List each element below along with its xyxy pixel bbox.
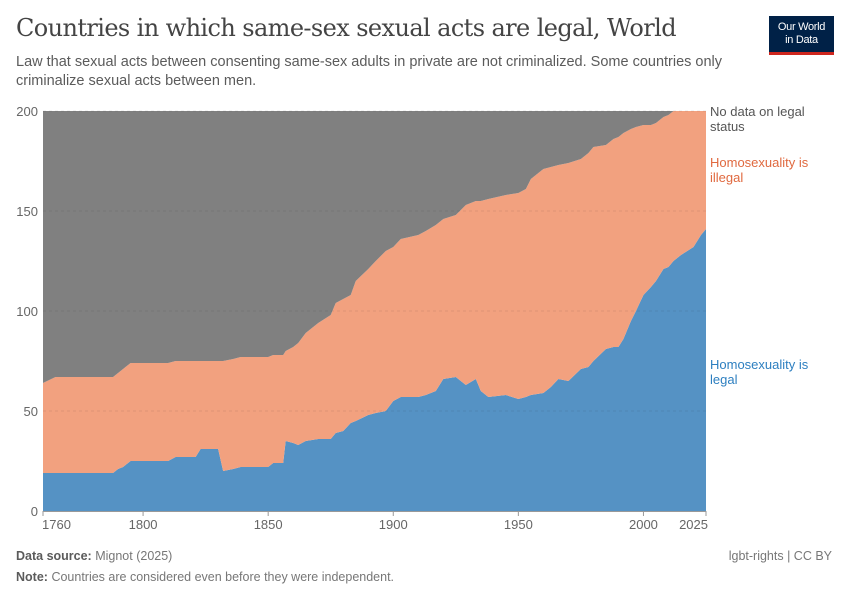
x-tick-label: 1800 — [129, 517, 158, 532]
legend-label: Homosexuality is — [710, 357, 809, 372]
x-tick-label: 2025 — [679, 517, 708, 532]
legend-label: legal — [710, 372, 738, 387]
x-tick-label: 1900 — [379, 517, 408, 532]
logo-line-2: in Data — [785, 34, 818, 46]
legend-label: Homosexuality is — [710, 155, 809, 170]
note-label: Note: — [16, 570, 48, 584]
chart-note: Note: Countries are considered even befo… — [16, 570, 394, 584]
legend-label: status — [710, 119, 745, 134]
license-link[interactable]: lgbt-rights | CC BY — [728, 549, 832, 563]
x-tick-label: 1950 — [504, 517, 533, 532]
legend-label: No data on legal — [710, 104, 805, 119]
data-source: Data source: Mignot (2025) — [16, 549, 172, 563]
y-tick-label: 0 — [31, 504, 38, 519]
source-link[interactable]: Mignot (2025) — [95, 549, 173, 563]
area-series-2 — [43, 111, 706, 473]
owid-logo[interactable]: Our World in Data — [769, 16, 834, 55]
y-tick-label: 200 — [16, 104, 38, 119]
x-tick-label: 2000 — [629, 517, 658, 532]
source-label: Data source: — [16, 549, 92, 563]
legend-label: illegal — [710, 170, 743, 185]
x-tick-label: 1850 — [254, 517, 283, 532]
x-tick-label: 1760 — [42, 517, 71, 532]
logo-line-1: Our World — [777, 21, 826, 33]
y-tick-label: 100 — [16, 304, 38, 319]
chart-subtitle: Law that sexual acts between consenting … — [16, 54, 723, 89]
chart-title: Countries in which same-sex sexual acts … — [16, 14, 677, 42]
area-series-3 — [43, 111, 706, 383]
note-text: Countries are considered even before the… — [51, 570, 395, 584]
y-tick-label: 50 — [24, 404, 38, 419]
y-tick-label: 150 — [16, 204, 38, 219]
area-series-1 — [43, 229, 706, 511]
